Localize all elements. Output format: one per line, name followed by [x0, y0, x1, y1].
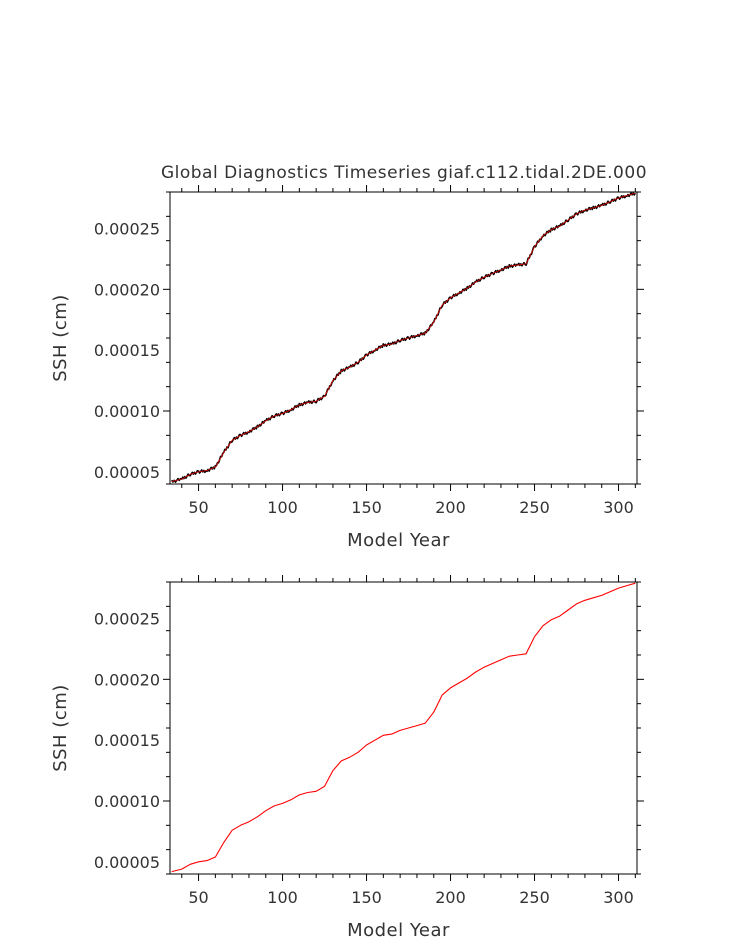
- y-axis-label: SSH (cm): [50, 684, 71, 772]
- x-tick-label: 200: [435, 888, 466, 907]
- x-tick-label: 100: [267, 498, 298, 517]
- y-tick-label: 0.00005: [94, 463, 160, 482]
- x-tick-label: 50: [188, 888, 208, 907]
- chart-panel-1: 50 100 150 200 250 300 0.00005 0.00010 0.00015 0.…: [50, 185, 644, 551]
- y-axis-label: SSH (cm): [50, 294, 71, 382]
- x-tick-label: 100: [267, 888, 298, 907]
- y-tick-label: 0.00020: [94, 670, 160, 689]
- x-tick-label: 200: [435, 498, 466, 517]
- x-tick-label: 250: [519, 498, 550, 517]
- x-tick-label: 50: [188, 498, 208, 517]
- series-line: [171, 582, 636, 873]
- x-tick-label: 300: [603, 888, 634, 907]
- chart-title: Global Diagnostics Timeseries giaf.c112.…: [161, 163, 647, 183]
- x-axis-label: Model Year: [347, 920, 450, 941]
- series-line-overlay: [171, 192, 636, 483]
- x-tick-label: 300: [603, 498, 634, 517]
- x-tick-label: 150: [351, 888, 382, 907]
- x-axis-label: Model Year: [347, 530, 450, 551]
- y-tick-label: 0.00015: [94, 731, 160, 750]
- y-tick-label: 0.00015: [94, 341, 160, 360]
- y-tick-label: 0.00025: [94, 220, 160, 239]
- y-tick-label: 0.00025: [94, 610, 160, 629]
- x-tick-label: 150: [351, 498, 382, 517]
- y-tick-label: 0.00020: [94, 280, 160, 299]
- x-tick-label: 250: [519, 888, 550, 907]
- y-tick-label: 0.00010: [94, 792, 160, 811]
- chart-panel-2: 50 100 150 200 250 300 0.00005 0.00010 0.00015 0.…: [50, 575, 644, 941]
- y-tick-label: 0.00010: [94, 402, 160, 421]
- y-tick-label: 0.00005: [94, 853, 160, 872]
